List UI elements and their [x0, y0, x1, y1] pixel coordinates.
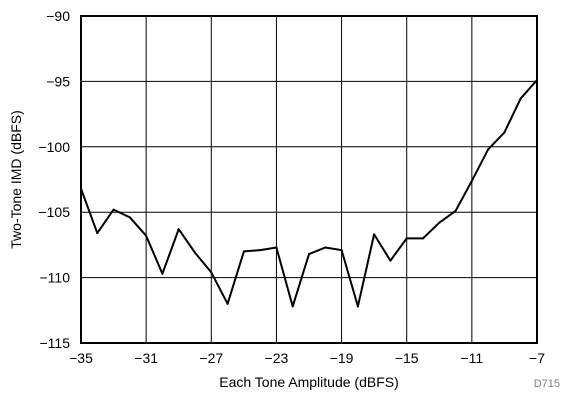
- data-point: [161, 272, 164, 275]
- series-layer: [80, 79, 538, 308]
- data-point: [405, 237, 408, 240]
- data-point: [291, 305, 294, 308]
- data-point: [389, 259, 392, 262]
- data-point: [503, 131, 506, 134]
- y-axis-tick-labels: −90 −95 −100 −105 −110 −115: [38, 8, 70, 351]
- data-point: [470, 179, 473, 182]
- data-point: [96, 232, 99, 235]
- data-point: [128, 216, 131, 219]
- x-tick-label: −31: [134, 350, 158, 366]
- x-tick-label: −11: [460, 350, 483, 366]
- plot-area-frame: [80, 15, 538, 344]
- data-point: [194, 251, 196, 254]
- data-point: [112, 208, 115, 211]
- data-point: [536, 79, 538, 82]
- data-point: [454, 209, 457, 212]
- x-tick-label: −35: [69, 350, 93, 366]
- y-axis-label: Two-Tone IMD (dBFS): [8, 110, 24, 248]
- data-point: [80, 187, 82, 190]
- data-point: [242, 250, 245, 253]
- y-tick-label: −100: [38, 139, 70, 155]
- data-point: [259, 249, 262, 252]
- x-axis-tick-labels: −35 −31 −27 −23 −19 −15 −11 −7: [69, 350, 545, 366]
- x-tick-label: −7: [529, 350, 545, 366]
- figure-id-label: D715: [534, 378, 560, 390]
- data-point: [308, 253, 310, 256]
- x-tick-label: −15: [395, 350, 419, 366]
- data-point: [340, 249, 343, 252]
- data-point: [177, 228, 180, 231]
- data-point: [487, 148, 490, 151]
- data-point: [519, 97, 522, 100]
- y-tick-label: −95: [46, 73, 70, 89]
- data-point: [324, 246, 327, 249]
- data-point: [210, 271, 213, 274]
- data-point: [275, 246, 278, 249]
- y-tick-label: −110: [40, 270, 71, 286]
- x-axis-label: Each Tone Amplitude (dBFS): [219, 374, 399, 390]
- x-tick-label: −27: [199, 350, 223, 366]
- x-tick-label: −23: [265, 350, 289, 366]
- data-point: [226, 302, 229, 305]
- data-point: [422, 237, 424, 240]
- data-point: [373, 233, 376, 236]
- data-point: [356, 305, 359, 308]
- y-tick-label: −115: [40, 335, 71, 351]
- y-tick-label: −90: [46, 8, 70, 24]
- data-point: [438, 221, 441, 224]
- data-point: [145, 234, 148, 237]
- y-tick-label: −105: [38, 204, 70, 220]
- x-tick-label: −19: [330, 350, 354, 366]
